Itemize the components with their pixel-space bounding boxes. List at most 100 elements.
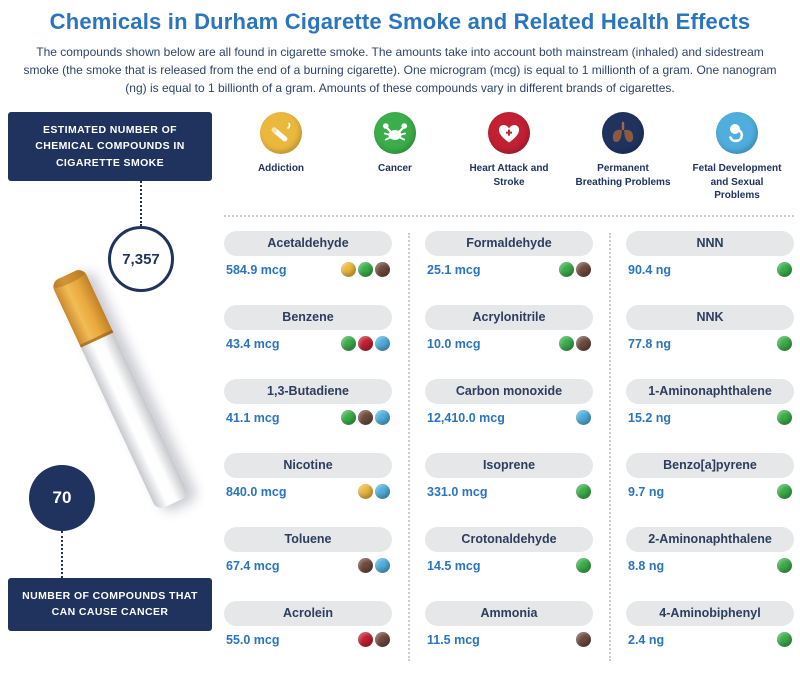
- legend-item-heart: Heart Attack and Stroke: [452, 112, 566, 203]
- chemical-name: Acrylonitrile: [425, 304, 593, 330]
- effect-dots: [576, 484, 591, 499]
- cancer-dot: [777, 484, 792, 499]
- chemical-amount: 8.8 ng: [628, 558, 665, 573]
- fetal-dot: [576, 410, 591, 425]
- chemical-amount: 55.0 mcg: [226, 632, 280, 647]
- breathing-dot: [358, 558, 373, 573]
- chemical-column-1: Acetaldehyde 584.9 mcg Benzene 43.4 mcg 1,3-…: [224, 230, 392, 675]
- cancer-dot: [559, 336, 574, 351]
- chemical-cell: 1,3-Butadiene 41.1 mcg: [224, 378, 392, 426]
- legend-label: Heart Attack and Stroke: [469, 163, 549, 188]
- chemical-cell: Isoprene 331.0 mcg: [425, 452, 593, 500]
- content: Addiction Cancer Heart Attack and Stroke Pe…: [224, 112, 794, 675]
- chemical-info-row: 331.0 mcg: [425, 484, 593, 500]
- chemical-column-3: NNN 90.4 ng NNK 77.8 ng 1-Aminonaphthalene 15…: [626, 230, 794, 675]
- breathing-dot: [576, 262, 591, 277]
- chemical-cell: 1-Aminonaphthalene 15.2 ng: [626, 378, 794, 426]
- legend-item-breathing: Permanent Breathing Problems: [566, 112, 680, 203]
- chemical-cell: 2-Aminonaphthalene 8.8 ng: [626, 526, 794, 574]
- effect-dots: [777, 484, 792, 499]
- cigarette-filter: [50, 267, 114, 348]
- estimated-total-badge: 7,357: [108, 226, 174, 292]
- chemical-info-row: 840.0 mcg: [224, 484, 392, 500]
- chemical-info-row: 41.1 mcg: [224, 410, 392, 426]
- chemical-name: Carbon monoxide: [425, 378, 593, 404]
- chemical-cell: Acrylonitrile 10.0 mcg: [425, 304, 593, 352]
- infographic: { "title": "Chemicals in Durham Cigarett…: [0, 0, 800, 661]
- chemical-info-row: 9.7 ng: [626, 484, 794, 500]
- fetal-dot: [375, 410, 390, 425]
- chemical-amount: 11.5 mcg: [427, 632, 480, 647]
- chemical-info-row: 14.5 mcg: [425, 558, 593, 574]
- chemical-amount: 43.4 mcg: [226, 336, 280, 351]
- cancer-dot: [777, 410, 792, 425]
- estimated-compounds-label: Estimated number of chemical compounds i…: [8, 112, 212, 181]
- effect-dots: [777, 262, 792, 277]
- chemical-info-row: 25.1 mcg: [425, 262, 593, 278]
- chemical-cell: NNN 90.4 ng: [626, 230, 794, 278]
- chemical-amount: 840.0 mcg: [226, 484, 287, 499]
- connector-line: [140, 174, 142, 226]
- cancer-dot: [777, 632, 792, 647]
- sidebar: Estimated number of chemical compounds i…: [8, 112, 220, 652]
- chemical-cell: 4-Aminobiphenyl 2.4 ng: [626, 600, 794, 648]
- chemical-amount: 14.5 mcg: [427, 558, 481, 573]
- chemical-cell: Crotonaldehyde 14.5 mcg: [425, 526, 593, 574]
- chemical-cell: Carbon monoxide 12,410.0 mcg: [425, 378, 593, 426]
- fetal-dot: [375, 336, 390, 351]
- connector-line: [61, 531, 63, 578]
- chemical-amount: 584.9 mcg: [226, 262, 287, 277]
- cancer-dot: [358, 262, 373, 277]
- fetal-dot: [375, 484, 390, 499]
- chemical-name: Acetaldehyde: [224, 230, 392, 256]
- heart-dot: [358, 336, 373, 351]
- breathing-dot: [358, 410, 373, 425]
- chemical-cell: Acrolein 55.0 mcg: [224, 600, 392, 648]
- effect-dots: [358, 632, 390, 647]
- effect-dots: [358, 558, 390, 573]
- effect-dots: [777, 336, 792, 351]
- chemical-info-row: 8.8 ng: [626, 558, 794, 574]
- cancer-dot: [777, 558, 792, 573]
- chemical-amount: 2.4 ng: [628, 632, 665, 647]
- chemical-name: NNN: [626, 230, 794, 256]
- chemical-cell: Nicotine 840.0 mcg: [224, 452, 392, 500]
- column-divider: [609, 232, 611, 661]
- cancer-count-badge: 70: [29, 465, 95, 531]
- chemical-amount: 9.7 ng: [628, 484, 665, 499]
- chemical-cell: Ammonia 11.5 mcg: [425, 600, 593, 648]
- breathing-dot: [375, 262, 390, 277]
- chemical-info-row: 11.5 mcg: [425, 632, 593, 648]
- addiction-dot: [358, 484, 373, 499]
- legend-item-fetal: Fetal Development and Sexual Problems: [680, 112, 794, 203]
- chemical-info-row: 584.9 mcg: [224, 262, 392, 278]
- legend-label: Addiction: [257, 163, 305, 174]
- effect-dots: [559, 336, 591, 351]
- effect-dots: [341, 410, 390, 425]
- addiction-dot: [341, 262, 356, 277]
- chemical-amount: 25.1 mcg: [427, 262, 481, 277]
- chemical-info-row: 43.4 mcg: [224, 336, 392, 352]
- legend-label: Permanent Breathing Problems: [575, 163, 671, 188]
- chemical-name: Crotonaldehyde: [425, 526, 593, 552]
- cancer-dot: [341, 410, 356, 425]
- effect-dots: [341, 262, 390, 277]
- cigarette-body: [80, 332, 190, 511]
- chemical-name: 1,3-Butadiene: [224, 378, 392, 404]
- page-title: Chemicals in Durham Cigarette Smoke and …: [49, 9, 751, 34]
- chemical-amount: 15.2 ng: [628, 410, 672, 425]
- chemical-amount: 10.0 mcg: [427, 336, 481, 351]
- chemical-info-row: 10.0 mcg: [425, 336, 593, 352]
- cancer-dot: [777, 336, 792, 351]
- intro-text: The compounds shown below are all found …: [23, 45, 777, 95]
- legend-item-addiction: Addiction: [224, 112, 338, 203]
- lungs-icon: [602, 112, 644, 154]
- chemical-name: 4-Aminobiphenyl: [626, 600, 794, 626]
- effect-dots: [777, 410, 792, 425]
- chemical-name: 1-Aminonaphthalene: [626, 378, 794, 404]
- chemical-amount: 41.1 mcg: [226, 410, 280, 425]
- chemical-cell: Benzene 43.4 mcg: [224, 304, 392, 352]
- legend: Addiction Cancer Heart Attack and Stroke Pe…: [224, 112, 794, 203]
- chemical-name: Formaldehyde: [425, 230, 593, 256]
- effect-dots: [777, 632, 792, 647]
